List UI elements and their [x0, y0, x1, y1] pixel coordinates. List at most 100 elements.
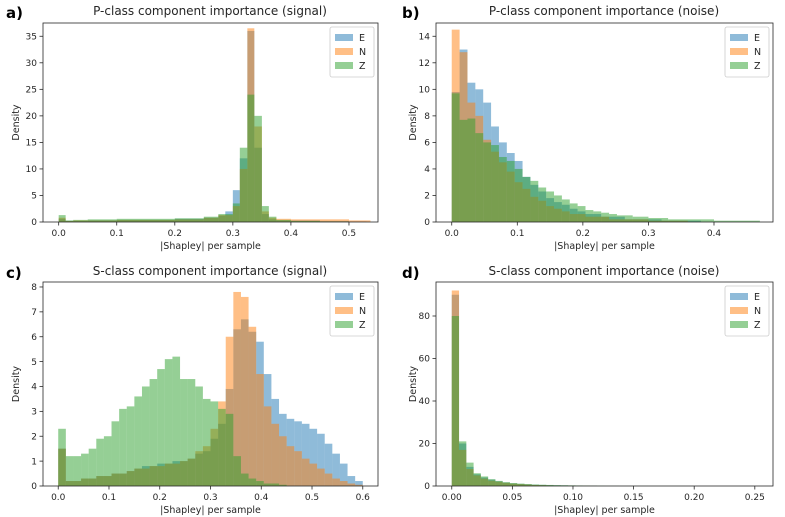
legend-label-E: E	[754, 33, 760, 44]
histogram-bar	[317, 468, 325, 486]
histogram-bar	[134, 396, 142, 486]
y-tick-label: 0	[31, 482, 37, 492]
x-tick-label: 0.25	[745, 493, 765, 503]
histogram-bar	[210, 401, 219, 486]
histogram-bar	[538, 187, 547, 222]
histogram-bar	[319, 219, 349, 222]
histogram-bar	[261, 206, 269, 222]
y-tick-label: 40	[419, 397, 431, 407]
histogram-bar	[355, 484, 363, 486]
histogram-bar	[466, 462, 474, 486]
histogram-bar	[111, 421, 120, 486]
x-tick-label: 0.05	[502, 493, 522, 503]
histogram-bar	[263, 406, 272, 486]
histogram-bar	[475, 133, 484, 222]
legend-label-N: N	[359, 306, 366, 317]
histogram-bar	[355, 481, 363, 486]
y-tick-label: 20	[26, 112, 38, 122]
histogram-bar	[585, 210, 594, 222]
histogram-bar	[73, 219, 88, 222]
histogram-bar	[119, 408, 127, 486]
histogram-bar	[609, 214, 617, 222]
histogram-bar	[263, 483, 272, 486]
histogram-bar	[301, 458, 310, 486]
legend: ENZ	[724, 26, 770, 78]
chart-title: P-class component importance (signal)	[93, 4, 327, 18]
x-tick-label: 0.5	[342, 229, 356, 239]
x-tick-label: 0.15	[624, 493, 644, 503]
x-tick-label: 0.1	[510, 229, 524, 239]
histogram-bar	[339, 481, 348, 486]
series-N	[451, 290, 598, 486]
y-axis-label: Density	[408, 104, 419, 140]
histogram-bar	[232, 203, 240, 222]
histogram-bar	[473, 473, 481, 486]
x-tick-label: 0.2	[153, 493, 167, 503]
histogram-bar	[546, 191, 555, 222]
panel-label: b)	[402, 4, 420, 22]
legend-label-Z: Z	[359, 320, 366, 331]
y-tick-label: 0	[31, 218, 37, 228]
axes-frame	[42, 22, 379, 223]
x-tick-label: 0.4	[254, 493, 269, 503]
histogram-bar	[290, 219, 320, 222]
histogram-bar	[240, 473, 249, 486]
histogram-bar	[483, 142, 492, 222]
histogram-bar	[577, 206, 586, 222]
y-tick-label: 6	[31, 333, 37, 343]
y-tick-label: 60	[419, 355, 431, 365]
legend-swatch-Z	[335, 62, 353, 69]
histogram-bar	[180, 379, 188, 486]
histogram-bar	[256, 481, 264, 486]
histogram-bar	[332, 453, 340, 486]
legend-swatch-E	[730, 293, 748, 300]
histogram-bar	[271, 483, 280, 486]
x-tick-label: 0.4	[707, 229, 722, 239]
histogram-bar	[459, 119, 468, 222]
legend-swatch-Z	[730, 62, 748, 69]
histogram-bar	[172, 356, 181, 486]
x-tick-label: 0.0	[52, 229, 67, 239]
y-tick-label: 15	[26, 139, 37, 149]
y-tick-label: 8	[424, 112, 430, 122]
legend-label-N: N	[754, 47, 761, 58]
histogram-bar	[451, 93, 460, 222]
histogram-bar	[233, 291, 241, 486]
histogram-bar	[509, 483, 518, 486]
x-tick-label: 0.10	[563, 493, 583, 503]
y-tick-label: 5	[31, 192, 37, 202]
y-tick-label: 4	[424, 165, 430, 175]
histogram-bar	[218, 408, 226, 486]
histogram-bar	[668, 219, 714, 222]
histogram-bar	[514, 168, 523, 222]
histogram-bar	[149, 379, 158, 486]
histogram-bar	[247, 94, 255, 222]
y-tick-label: 7	[31, 308, 37, 318]
y-axis-label: Density	[408, 366, 419, 402]
histogram-bar	[517, 483, 525, 486]
histogram-bar	[254, 115, 262, 222]
histogram-bar	[495, 480, 503, 486]
series-Z	[451, 316, 750, 486]
legend-swatch-Z	[730, 321, 748, 328]
histogram-bar	[225, 336, 234, 486]
x-tick-label: 0.2	[576, 229, 590, 239]
y-tick-label: 14	[419, 32, 431, 42]
histogram-bar	[187, 379, 196, 486]
series-N	[58, 28, 371, 222]
legend-swatch-E	[335, 34, 353, 41]
chart-title: P-class component importance (noise)	[489, 4, 719, 18]
histogram-bar	[239, 147, 248, 222]
legend-label-E: E	[754, 292, 760, 303]
chart-title: S-class component importance (signal)	[93, 264, 328, 278]
histogram-bar	[524, 484, 532, 486]
histogram-bar	[279, 484, 287, 486]
y-tick-label: 4	[31, 383, 37, 393]
chart-title: S-class component importance (noise)	[489, 264, 720, 278]
histogram-bar	[276, 219, 291, 222]
histogram-bar	[339, 463, 348, 486]
x-tick-label: 0.2	[168, 229, 182, 239]
y-tick-label: 3	[31, 408, 37, 418]
histogram-bar	[73, 456, 82, 486]
